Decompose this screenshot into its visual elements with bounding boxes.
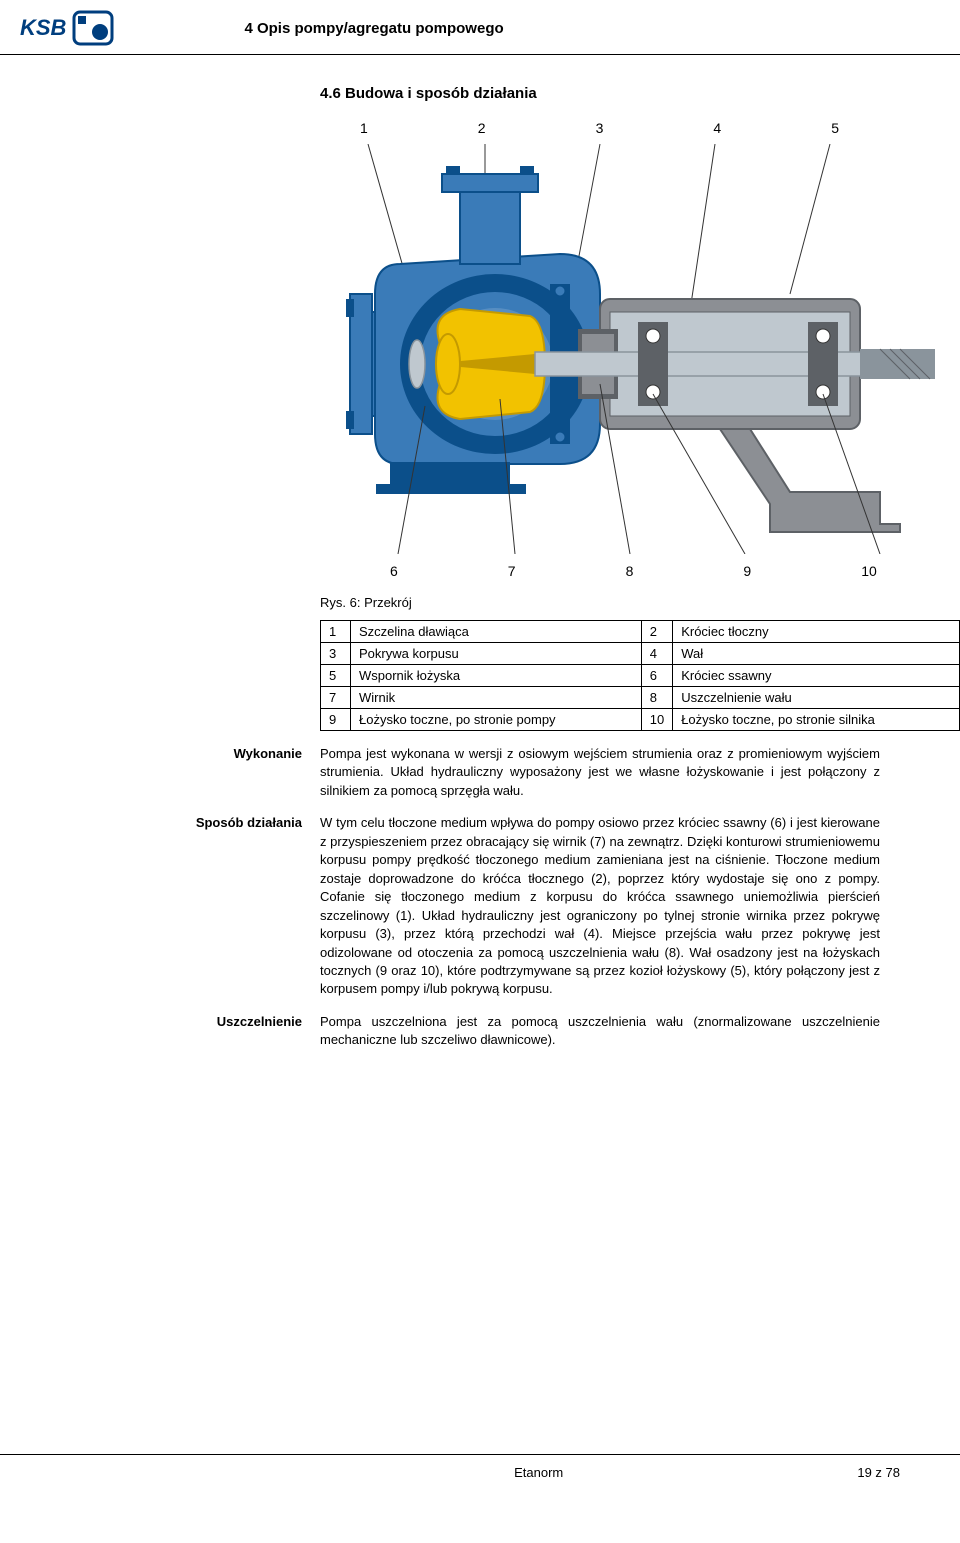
part-label: Króciec tłoczny [673,621,960,643]
part-num: 6 [641,665,672,687]
callout-6: 6 [390,563,398,579]
callout-8: 8 [626,563,634,579]
part-label: Uszczelnienie wału [673,687,960,709]
part-num: 9 [321,709,351,731]
footer-product-name: Etanorm [220,1465,857,1480]
part-num: 1 [321,621,351,643]
part-num: 4 [641,643,672,665]
block-label-sposob: Sposób działania [60,814,320,999]
callout-9: 9 [743,563,751,579]
pump-cross-section-diagram [320,144,940,554]
part-label: Pokrywa korpusu [351,643,642,665]
description-block: Sposób działania W tym celu tłoczone med… [60,814,900,999]
callout-2: 2 [478,120,486,136]
bottom-callouts: 6 7 8 9 10 [390,563,900,579]
callout-3: 3 [596,120,604,136]
part-num: 2 [641,621,672,643]
part-num: 3 [321,643,351,665]
part-num: 5 [321,665,351,687]
description-block: Wykonanie Pompa jest wykonana w wersji z… [60,745,900,800]
page-content: 4.6 Budowa i sposób działania 1 2 3 4 5 [0,55,960,1094]
table-row: 1 Szczelina dławiąca 2 Króciec tłoczny [321,621,960,643]
part-num: 7 [321,687,351,709]
part-label: Łożysko toczne, po stronie silnika [673,709,960,731]
page-footer: Etanorm 19 z 78 [0,1454,960,1500]
parts-table: 1 Szczelina dławiąca 2 Króciec tłoczny 3… [320,620,960,731]
page-header: KSB 4 Opis pompy/agregatu pompowego [0,0,960,55]
callout-4: 4 [713,120,721,136]
logo-text: KSB [20,15,66,41]
part-label: Króciec ssawny [673,665,960,687]
table-row: 7 Wirnik 8 Uszczelnienie wału [321,687,960,709]
figure-caption: Rys. 6: Przekrój [320,595,900,610]
part-label: Wspornik łożyska [351,665,642,687]
section-title: 4.6 Budowa i sposób działania [320,85,900,102]
block-label-wykonanie: Wykonanie [60,745,320,800]
block-label-uszczelnienie: Uszczelnienie [60,1013,320,1050]
block-text: W tym celu tłoczone medium wpływa do pom… [320,814,900,999]
callout-7: 7 [508,563,516,579]
callout-10: 10 [861,563,877,579]
table-row: 3 Pokrywa korpusu 4 Wał [321,643,960,665]
block-text: Pompa uszczelniona jest za pomocą uszcze… [320,1013,900,1050]
description-block: Uszczelnienie Pompa uszczelniona jest za… [60,1013,900,1050]
footer-page-number: 19 z 78 [857,1465,900,1480]
part-num: 10 [641,709,672,731]
part-label: Wał [673,643,960,665]
callout-5: 5 [831,120,839,136]
part-label: Szczelina dławiąca [351,621,642,643]
table-row: 5 Wspornik łożyska 6 Króciec ssawny [321,665,960,687]
logo-icon [72,10,114,46]
table-row: 9 Łożysko toczne, po stronie pompy 10 Ło… [321,709,960,731]
top-callouts: 1 2 3 4 5 [360,120,900,136]
part-label: Wirnik [351,687,642,709]
part-label: Łożysko toczne, po stronie pompy [351,709,642,731]
block-text: Pompa jest wykonana w wersji z osiowym w… [320,745,900,800]
callout-1: 1 [360,120,368,136]
part-num: 8 [641,687,672,709]
brand-logo: KSB [20,10,114,46]
header-title: 4 Opis pompy/agregatu pompowego [244,20,503,37]
figure-area: 1 2 3 4 5 [320,120,900,579]
